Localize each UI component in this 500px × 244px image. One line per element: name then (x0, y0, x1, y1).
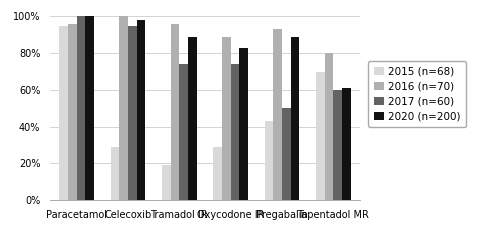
Bar (188, 37, 197, 200)
Bar (334, 90, 342, 200)
Bar (282, 108, 290, 200)
Bar (274, 29, 282, 200)
Bar (170, 24, 179, 200)
Bar (324, 53, 334, 200)
Bar (180, 64, 188, 200)
Bar (222, 37, 230, 200)
Bar (128, 26, 136, 200)
Bar (162, 165, 170, 200)
Bar (110, 147, 120, 200)
Bar (68, 24, 76, 200)
Bar (290, 37, 300, 200)
Bar (240, 48, 248, 200)
Bar (59, 26, 68, 200)
Bar (342, 88, 351, 200)
Bar (120, 17, 128, 200)
Bar (316, 71, 324, 200)
Bar (264, 121, 274, 200)
Bar (230, 64, 239, 200)
Bar (86, 17, 94, 200)
Bar (76, 17, 86, 200)
Bar (136, 20, 145, 200)
Bar (213, 147, 222, 200)
Legend: 2015 (n=68), 2016 (n=70), 2017 (n=60), 2020 (n=200): 2015 (n=68), 2016 (n=70), 2017 (n=60), 2… (368, 61, 466, 127)
